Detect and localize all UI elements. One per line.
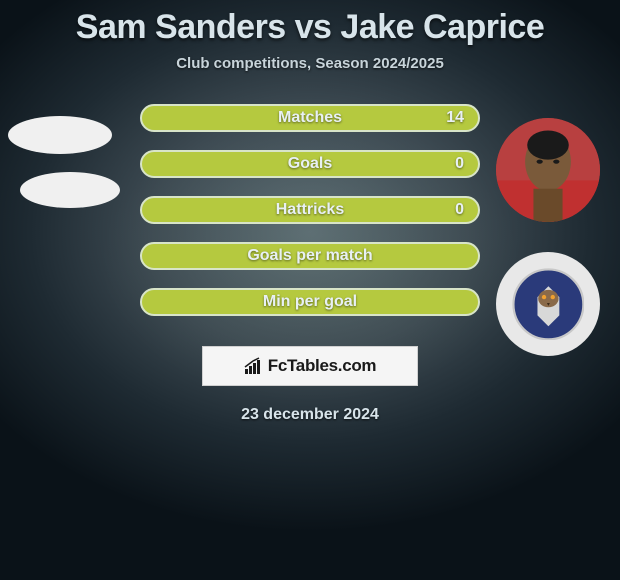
stat-value: 0 [455,150,464,178]
stat-label: Min per goal [140,288,480,316]
stat-bar: Goals per match [140,242,480,270]
stat-rows-container: Matches 14 Goals 0 Hattricks 0 Goals per… [0,104,620,334]
stat-value: 14 [446,104,464,132]
stat-row: Matches 14 [0,104,620,150]
stat-row: Goals 0 [0,150,620,196]
snapshot-date: 23 december 2024 [0,406,620,424]
stat-label: Matches [140,104,480,132]
stat-bar: Hattricks 0 [140,196,480,224]
brand-chart-icon [244,357,264,375]
stat-label: Hattricks [140,196,480,224]
comparison-subtitle: Club competitions, Season 2024/2025 [0,55,620,72]
stat-row: Min per goal [0,288,620,334]
stat-bar: Goals 0 [140,150,480,178]
stat-bar: Min per goal [140,288,480,316]
stat-bar: Matches 14 [140,104,480,132]
stat-value: 0 [455,196,464,224]
stat-row: Hattricks 0 [0,196,620,242]
stat-label: Goals [140,150,480,178]
brand-attribution[interactable]: FcTables.com [202,346,418,386]
brand-name: FcTables.com [268,356,377,376]
stat-label: Goals per match [140,242,480,270]
content-wrapper: Sam Sanders vs Jake Caprice Club competi… [0,0,620,580]
comparison-title: Sam Sanders vs Jake Caprice [0,8,620,47]
stat-row: Goals per match [0,242,620,288]
